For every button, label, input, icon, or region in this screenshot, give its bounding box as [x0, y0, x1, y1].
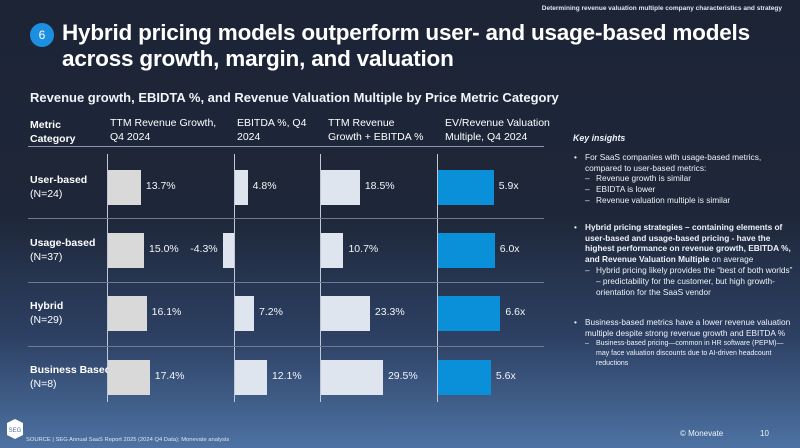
column-header-combined: TTM Revenue Growth + EBITDA %: [328, 117, 424, 143]
insight-sub: Revenue valuation multiple is similar: [585, 195, 793, 206]
category-count: (N=29): [30, 314, 63, 326]
bar: [108, 233, 144, 268]
page-number: 10: [760, 429, 769, 438]
insight-bullet-1: For SaaS companies with usage-based metr…: [573, 152, 793, 206]
data-label: 5.9x: [498, 180, 519, 192]
insights-heading: Key insights: [573, 133, 626, 143]
column-header-ebitda: EBITDA %, Q4 2024: [237, 117, 307, 143]
category-count: (N=24): [30, 188, 63, 200]
data-label: 4.8%: [252, 180, 277, 192]
bar: [438, 170, 494, 205]
copyright: © Monevate: [680, 429, 724, 438]
category-name: Hybrid: [30, 300, 64, 312]
row-divider: [28, 218, 544, 219]
data-label: 16.1%: [151, 306, 182, 318]
axis-line: [107, 154, 108, 402]
column-header-growth: TTM Revenue Growth, Q4 2024: [110, 117, 217, 143]
section-kicker: Determining revenue valuation multiple c…: [541, 5, 782, 12]
bar: [235, 296, 254, 331]
axis-line: [320, 154, 321, 402]
data-label: 7.2%: [259, 306, 283, 318]
data-label: 13.7%: [145, 180, 176, 192]
insight-bold-text: Hybrid pricing strategies – containing e…: [585, 221, 791, 265]
data-label: -4.3%: [190, 243, 218, 255]
header-divider: [28, 146, 544, 147]
data-label: 12.1%: [271, 370, 302, 382]
bar: [321, 296, 370, 331]
category-count: (N=8): [30, 378, 57, 390]
data-label: 18.5%: [364, 180, 395, 192]
data-label: 15.0%: [149, 243, 179, 255]
bar: [235, 170, 248, 205]
bar: [222, 233, 234, 268]
row-label: Business Based (N=8): [30, 363, 111, 391]
insight-bullet-2: Hybrid pricing strategies – containing e…: [573, 222, 793, 298]
axis-line: [437, 154, 438, 402]
slide-number-badge: 6: [30, 23, 54, 47]
svg-text:SEG: SEG: [9, 428, 22, 434]
axis-line: [234, 154, 235, 402]
insight-text: For SaaS companies with usage-based metr…: [585, 151, 762, 173]
category-name: Usage-based: [30, 237, 96, 249]
row-divider: [28, 282, 544, 283]
bar: [108, 170, 141, 205]
row-divider: [28, 346, 544, 347]
row-label: Hybrid (N=29): [30, 299, 63, 327]
data-label: 6.6x: [505, 306, 526, 318]
data-label: 10.7%: [348, 243, 379, 255]
source-note: SOURCE | SEG Annual SaaS Report 2025 (20…: [26, 437, 230, 443]
category-name: Business Based: [30, 364, 112, 376]
bar: [438, 233, 495, 268]
column-header-ev-multiple: EV/Revenue Valuation Multiple, Q4 2024: [445, 117, 550, 143]
insight-sub: EBIDTA is lower: [585, 184, 793, 195]
data-label: 23.3%: [374, 306, 405, 318]
bar: [438, 360, 491, 395]
insight-sub: Business-based pricing—common in HR soft…: [585, 339, 793, 368]
page-title: Hybrid pricing models outperform user- a…: [62, 20, 750, 71]
bar: [108, 360, 150, 395]
column-header-category: Metric Category: [30, 119, 76, 145]
data-label: 6.0x: [499, 243, 520, 255]
key-insights-panel: Key insights For SaaS companies with usa…: [573, 133, 793, 378]
bar: [321, 360, 383, 395]
bar: [321, 170, 360, 205]
chart-title: Revenue growth, EBIDTA %, and Revenue Va…: [30, 90, 559, 105]
bar: [108, 296, 147, 331]
category-count: (N=37): [30, 251, 63, 263]
seg-logo-icon: SEG: [7, 419, 23, 439]
insight-bullet-3: Business-based metrics have a lower reve…: [573, 317, 793, 368]
row-label: Usage-based (N=37): [30, 236, 95, 264]
insight-text: on average: [709, 254, 754, 265]
insight-text: Business-based metrics have a lower reve…: [585, 317, 791, 339]
insight-sub: Hybrid pricing likely provides the “best…: [585, 265, 793, 297]
data-label: 5.6x: [495, 370, 516, 382]
bar: [235, 360, 267, 395]
row-label: User-based (N=24): [30, 173, 87, 201]
data-label: 29.5%: [387, 370, 418, 382]
data-label: 17.4%: [154, 370, 185, 382]
insight-sub: Revenue growth is similar: [585, 173, 793, 184]
bar: [321, 233, 344, 268]
bar: [438, 296, 501, 331]
category-name: User-based: [30, 174, 88, 186]
